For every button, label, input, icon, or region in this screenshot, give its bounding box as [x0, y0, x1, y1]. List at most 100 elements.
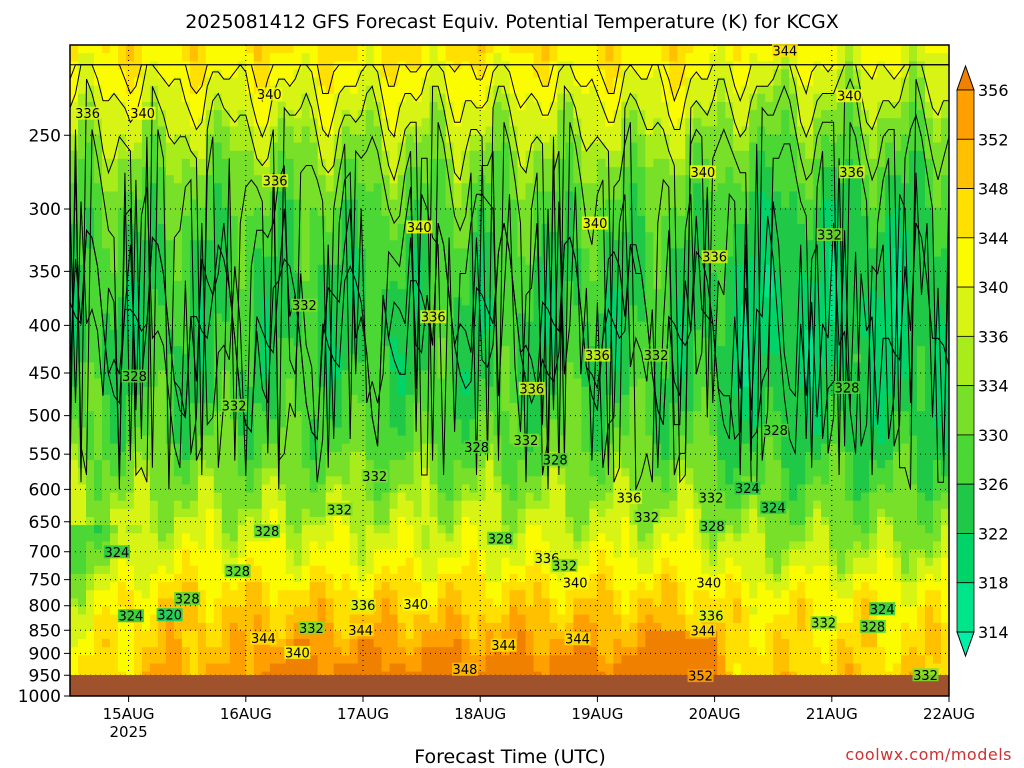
field-cell: [189, 53, 199, 62]
field-cell: [453, 248, 463, 258]
field-cell: [117, 468, 127, 477]
field-cell: [78, 427, 87, 437]
field-cell: [493, 232, 503, 241]
field-cell: [469, 362, 479, 372]
field-cell: [389, 232, 399, 241]
field-cell: [341, 134, 351, 144]
field-cell: [213, 647, 223, 656]
field-cell: [133, 582, 143, 591]
field-cell: [277, 61, 287, 70]
field-cell: [293, 150, 303, 160]
field-cell: [173, 45, 183, 54]
field-cell: [277, 370, 287, 380]
field-cell: [94, 549, 103, 559]
field-cell: [461, 573, 471, 583]
field-cell: [253, 419, 263, 428]
field-cell: [389, 150, 399, 160]
field-cell: [94, 435, 103, 445]
field-cell: [501, 118, 511, 127]
field-cell: [117, 281, 127, 290]
field-cell: [437, 663, 447, 673]
field-cell: [205, 207, 215, 217]
field-cell: [445, 77, 455, 87]
field-cell: [493, 337, 503, 347]
field-cell: [269, 549, 279, 559]
field-cell: [141, 61, 151, 70]
field-cell: [277, 500, 287, 510]
field-cell: [245, 175, 255, 184]
field-cell: [461, 630, 471, 640]
field-cell: [477, 647, 487, 656]
field-cell: [189, 647, 199, 656]
field-cell: [86, 541, 95, 551]
field-cell: [78, 53, 87, 62]
field-cell: [94, 468, 103, 477]
field-cell: [541, 476, 551, 485]
field-cell: [229, 606, 239, 616]
field-cell: [389, 403, 399, 412]
field-cell: [245, 492, 255, 502]
field-cell: [245, 614, 255, 624]
field-cell: [221, 460, 231, 469]
field-cell: [189, 525, 199, 534]
field-cell: [229, 118, 239, 127]
field-cell: [381, 370, 391, 380]
field-cell: [94, 565, 103, 575]
field-cell: [213, 525, 223, 534]
field-cell: [469, 110, 479, 119]
field-cell: [117, 378, 127, 388]
field-cell: [325, 655, 335, 664]
field-cell: [413, 69, 423, 79]
field-cell: [517, 248, 527, 258]
field-cell: [309, 313, 319, 323]
field-cell: [533, 102, 543, 111]
field-cell: [509, 460, 519, 469]
field-cell: [110, 362, 119, 372]
field-cell: [309, 476, 319, 485]
field-cell: [349, 191, 359, 201]
field-cell: [469, 85, 479, 95]
field-cell: [485, 517, 495, 526]
field-cell: [477, 468, 487, 477]
field-cell: [565, 69, 574, 79]
field-cell: [357, 207, 367, 217]
field-cell: [453, 256, 463, 266]
field-cell: [221, 419, 231, 428]
field-cell: [285, 321, 295, 331]
field-cell: [389, 93, 399, 103]
field-cell: [277, 582, 287, 591]
field-cell: [102, 663, 111, 673]
field-cell: [557, 378, 566, 388]
field-cell: [165, 451, 175, 461]
field-cell: [189, 69, 199, 79]
field-cell: [70, 476, 79, 485]
field-cell: [357, 419, 367, 428]
field-cell: [293, 663, 303, 673]
field-cell: [133, 175, 143, 184]
field-cell: [381, 183, 391, 192]
field-cell: [157, 435, 167, 445]
field-cell: [285, 337, 295, 347]
field-cell: [221, 435, 231, 445]
field-cell: [493, 45, 503, 54]
field-cell: [469, 272, 479, 282]
field-cell: [165, 45, 175, 54]
field-cell: [317, 362, 327, 372]
field-cell: [197, 281, 207, 290]
field-cell: [149, 126, 159, 136]
field-cell: [309, 606, 319, 616]
field-cell: [293, 435, 303, 445]
field-cell: [549, 606, 559, 616]
field-cell: [269, 394, 279, 404]
field-cell: [405, 565, 415, 575]
field-cell: [277, 45, 287, 54]
field-cell: [133, 508, 143, 518]
field-cell: [517, 224, 527, 233]
field-cell: [261, 647, 271, 656]
field-cell: [141, 443, 151, 453]
field-cell: [477, 639, 487, 648]
field-cell: [157, 508, 167, 518]
field-cell: [509, 305, 519, 315]
field-cell: [477, 362, 487, 372]
field-cell: [70, 167, 79, 176]
